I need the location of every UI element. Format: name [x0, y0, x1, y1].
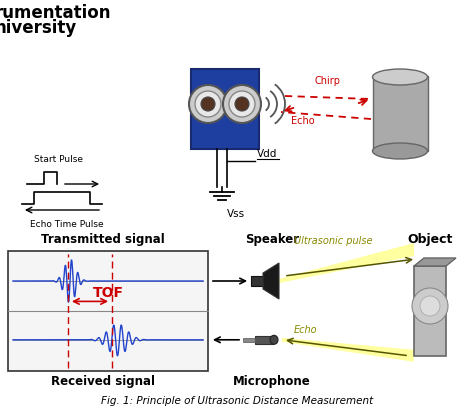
Text: Transmitted signal: Transmitted signal	[41, 233, 165, 246]
Bar	[373, 76, 428, 151]
Circle shape	[229, 91, 255, 117]
Polygon shape	[282, 338, 414, 362]
Text: Fig. 1: Principle of Ultrasonic Distance Measurement: Fig. 1: Principle of Ultrasonic Distance…	[101, 396, 373, 406]
Ellipse shape	[373, 69, 428, 85]
Bar	[191, 69, 259, 149]
Bar	[251, 276, 263, 286]
Circle shape	[189, 85, 227, 123]
Text: Echo Time Pulse: Echo Time Pulse	[30, 220, 104, 229]
Bar	[255, 336, 273, 344]
Ellipse shape	[373, 143, 428, 159]
Text: Received signal: Received signal	[51, 375, 155, 388]
Text: Vdd: Vdd	[257, 149, 277, 159]
Polygon shape	[263, 263, 279, 299]
Text: Ultrasonic pulse: Ultrasonic pulse	[294, 236, 373, 246]
Ellipse shape	[270, 335, 278, 344]
Text: TOF: TOF	[93, 286, 124, 300]
Text: Object: Object	[407, 233, 453, 246]
Text: Echo: Echo	[291, 116, 315, 126]
Circle shape	[195, 91, 221, 117]
Circle shape	[201, 97, 215, 111]
Circle shape	[223, 85, 261, 123]
Polygon shape	[279, 243, 414, 283]
Polygon shape	[414, 258, 456, 266]
Bar	[243, 338, 255, 342]
Circle shape	[420, 296, 440, 316]
Text: Vss: Vss	[227, 209, 245, 219]
Bar	[414, 266, 446, 356]
Text: Microphone: Microphone	[233, 375, 311, 388]
Text: rumentation: rumentation	[0, 4, 111, 22]
Circle shape	[235, 97, 249, 111]
Text: Chirp: Chirp	[315, 76, 341, 86]
Text: Start Pulse: Start Pulse	[34, 155, 83, 164]
Text: Echo: Echo	[294, 325, 318, 335]
Text: niversity: niversity	[0, 19, 77, 37]
Circle shape	[412, 288, 448, 324]
Bar	[8, 251, 208, 371]
Text: Speaker: Speaker	[245, 233, 299, 246]
